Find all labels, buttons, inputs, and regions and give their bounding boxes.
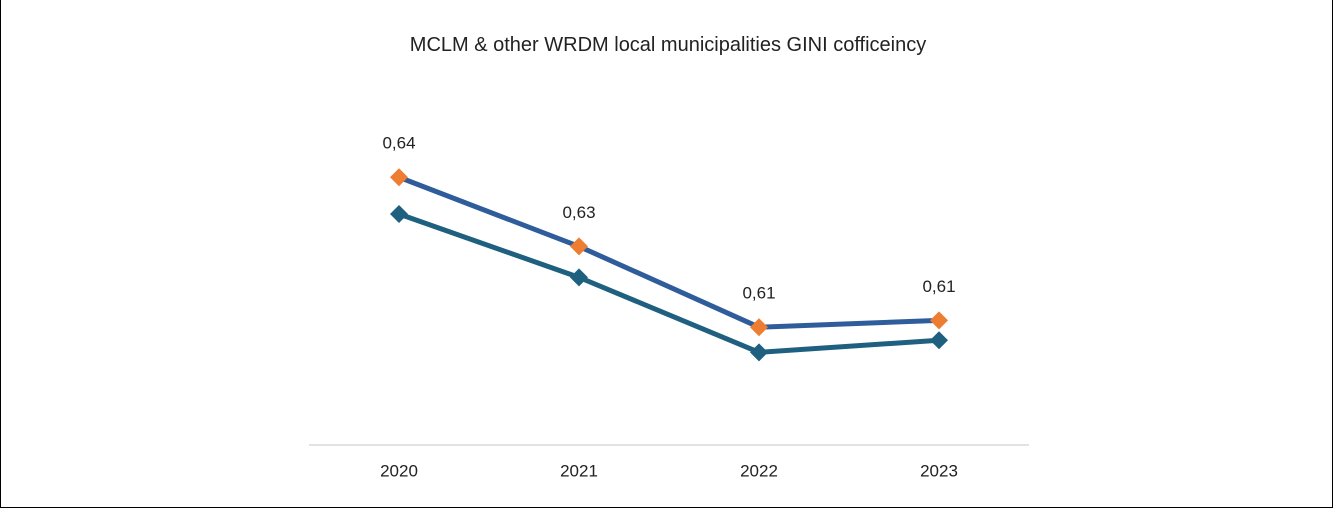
x-tick-label: 2020 [380,461,418,480]
marker [390,168,408,187]
data-label: 0,64 [382,134,415,153]
series-line [398,211,940,355]
marker [750,318,768,337]
marker [570,268,588,287]
marker [390,205,408,224]
marker [930,311,948,330]
marker [930,331,948,350]
x-tick-label: 2021 [560,461,598,480]
data-label: 0,61 [742,284,775,303]
marker [570,237,588,256]
data-label: 0,63 [562,203,595,222]
chart-title: MCLM & other WRDM local municipalities G… [409,34,927,56]
x-tick-label: 2023 [920,461,958,480]
series-line [398,174,940,330]
data-label: 0,61 [922,277,955,296]
marker [750,343,768,362]
x-tick-label: 2022 [740,461,778,480]
